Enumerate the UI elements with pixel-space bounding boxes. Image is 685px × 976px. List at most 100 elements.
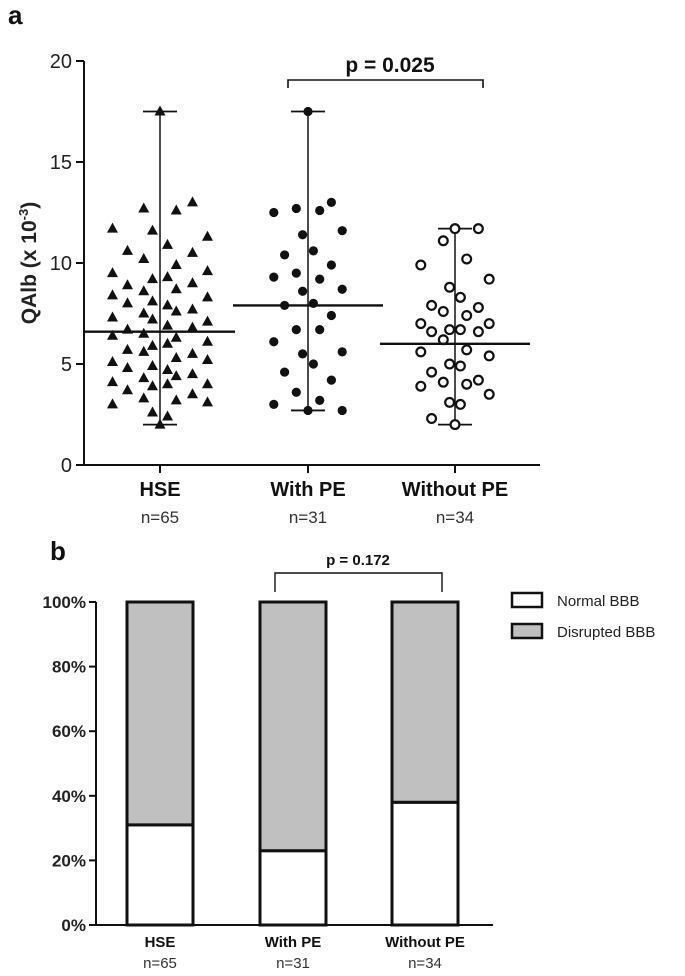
- data-point-triangle: [147, 313, 158, 324]
- data-point-triangle: [187, 246, 198, 257]
- data-point-filled-circle: [291, 387, 301, 397]
- data-point-triangle: [170, 283, 182, 294]
- x-n-label: n=31: [289, 508, 327, 527]
- data-point-triangle: [107, 222, 118, 233]
- data-point-triangle: [122, 297, 133, 308]
- data-point-triangle: [107, 398, 118, 409]
- data-point-open-circle: [444, 281, 456, 293]
- data-point-filled-circle: [303, 405, 313, 416]
- data-point-filled-circle: [269, 272, 279, 282]
- data-point-triangle: [138, 307, 150, 318]
- x-category-label: Without PE: [385, 934, 465, 951]
- data-point-filled-circle: [291, 268, 301, 278]
- data-point-triangle: [122, 343, 133, 354]
- data-point-triangle: [122, 279, 133, 290]
- x-category-label: HSE: [145, 934, 176, 951]
- data-point-filled-circle: [308, 246, 318, 256]
- data-point-triangle: [147, 273, 158, 284]
- y-tick-label: 20%: [52, 851, 86, 870]
- data-point-filled-circle: [280, 250, 290, 260]
- data-point-filled-circle: [269, 207, 279, 218]
- x-n-label: n=65: [141, 508, 179, 527]
- data-point-triangle: [170, 259, 182, 270]
- data-point-triangle: [187, 277, 198, 288]
- panel-a-significance-bracket: [287, 79, 484, 88]
- data-point-filled-circle: [291, 325, 301, 335]
- panel-b-axes: 0% 20% 40% 60% 80% 100% HSE n=65 With PE n=31 With…: [43, 593, 493, 972]
- data-point-open-circle: [426, 326, 438, 338]
- data-point-open-circle: [461, 344, 473, 356]
- data-point-triangle: [138, 252, 150, 263]
- data-point-triangle: [187, 388, 198, 399]
- x-category-label: With PE: [270, 479, 345, 501]
- data-point-triangle: [147, 224, 158, 235]
- data-point-triangle: [138, 392, 150, 403]
- data-point-open-circle: [444, 324, 456, 336]
- data-point-triangle: [138, 372, 150, 383]
- panel-b-significance-label: p = 0.172: [326, 552, 390, 569]
- data-point-filled-circle: [337, 284, 347, 294]
- data-point-filled-circle: [298, 286, 308, 296]
- data-point-triangle: [154, 105, 166, 116]
- data-point-filled-circle: [303, 106, 313, 117]
- data-point-filled-circle: [315, 205, 325, 216]
- data-point-open-circle: [454, 291, 466, 303]
- data-point-open-circle: [454, 360, 466, 372]
- data-point-open-circle: [449, 419, 461, 431]
- data-point-triangle: [162, 337, 173, 348]
- data-point-filled-circle: [326, 310, 336, 321]
- bar-segment-disrupted: [390, 600, 460, 804]
- data-point-triangle: [107, 376, 118, 387]
- data-point-triangle: [122, 362, 133, 373]
- data-point-triangle: [202, 230, 213, 241]
- x-n-label: n=34: [436, 508, 474, 527]
- data-point-open-circle: [426, 299, 438, 311]
- y-tick-label: 10: [50, 253, 72, 275]
- data-point-filled-circle: [308, 359, 318, 369]
- data-point-open-circle: [415, 318, 427, 330]
- legend-swatch-disrupted: [510, 622, 544, 640]
- data-point-open-circle: [472, 326, 484, 338]
- data-point-triangle: [122, 244, 133, 255]
- x-category-label: With PE: [265, 934, 322, 951]
- data-point-triangle: [154, 418, 166, 429]
- data-point-triangle: [202, 353, 213, 364]
- data-point-triangle: [162, 378, 173, 389]
- data-point-triangle: [187, 303, 198, 314]
- data-point-filled-circle: [337, 347, 347, 357]
- data-point-filled-circle: [337, 405, 347, 416]
- data-point-open-circle: [437, 235, 449, 247]
- bar-segment-normal: [258, 849, 328, 927]
- data-point-open-circle: [415, 380, 427, 392]
- data-point-open-circle: [461, 378, 473, 390]
- legend-swatch-normal: [510, 591, 544, 609]
- data-point-open-circle: [415, 346, 427, 358]
- data-point-triangle: [147, 339, 158, 350]
- data-point-filled-circle: [269, 337, 279, 347]
- data-point-open-circle: [454, 398, 466, 410]
- panel-b-label: b: [50, 536, 66, 566]
- data-point-triangle: [202, 396, 213, 407]
- data-point-filled-circle: [326, 197, 336, 207]
- data-point-triangle: [202, 315, 213, 326]
- data-point-triangle: [107, 355, 118, 366]
- bar-segment-disrupted: [125, 600, 195, 827]
- data-point-filled-circle: [315, 325, 325, 335]
- y-tick-label: 20: [50, 51, 72, 73]
- data-point-open-circle: [483, 350, 495, 362]
- bar-segment-disrupted: [258, 600, 328, 853]
- data-point-triangle: [170, 305, 182, 316]
- data-point-triangle: [162, 238, 173, 249]
- bar-segment-normal: [390, 800, 460, 927]
- data-point-open-circle: [426, 413, 438, 425]
- data-point-triangle: [138, 202, 150, 213]
- data-point-triangle: [107, 311, 118, 322]
- y-tick-label: 60%: [52, 722, 86, 741]
- data-point-filled-circle: [315, 274, 325, 284]
- data-point-open-circle: [461, 253, 473, 265]
- data-point-triangle: [187, 321, 198, 332]
- panel-a-significance-label: p = 0.025: [345, 54, 435, 77]
- y-tick-label: 0%: [61, 916, 86, 935]
- data-point-triangle: [170, 351, 182, 362]
